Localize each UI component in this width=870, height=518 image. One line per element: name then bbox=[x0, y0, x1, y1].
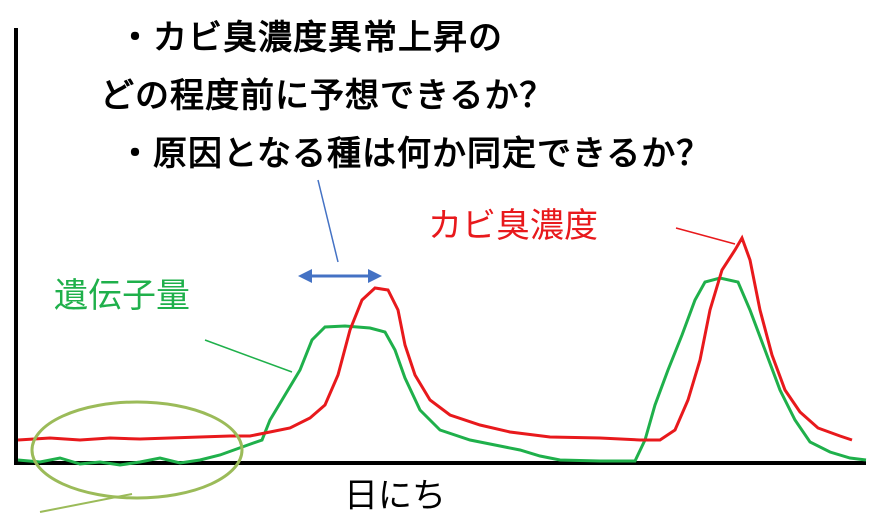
odor-curve bbox=[17, 234, 853, 442]
x-axis-label: 日にち bbox=[344, 476, 446, 516]
question-1: ・カビ臭濃度異常上昇の bbox=[118, 18, 503, 58]
ellipse-pointer-line bbox=[39, 493, 133, 513]
question-2: どの程度前に予想できるか？ bbox=[100, 76, 555, 116]
gene-curve bbox=[17, 276, 867, 467]
odor-leader-line bbox=[675, 227, 736, 245]
arrow-pointer-line bbox=[317, 179, 339, 263]
gene-leader-line bbox=[204, 339, 293, 373]
odor-label: カビ臭濃度 bbox=[428, 206, 598, 246]
gene-label: 遺伝子量 bbox=[54, 276, 190, 316]
arrow-left-head bbox=[298, 269, 312, 283]
baseline-ellipse bbox=[30, 400, 244, 500]
question-3: ・原因となる種は何か同定できるか？ bbox=[118, 134, 712, 174]
arrow-right-head bbox=[368, 269, 382, 283]
